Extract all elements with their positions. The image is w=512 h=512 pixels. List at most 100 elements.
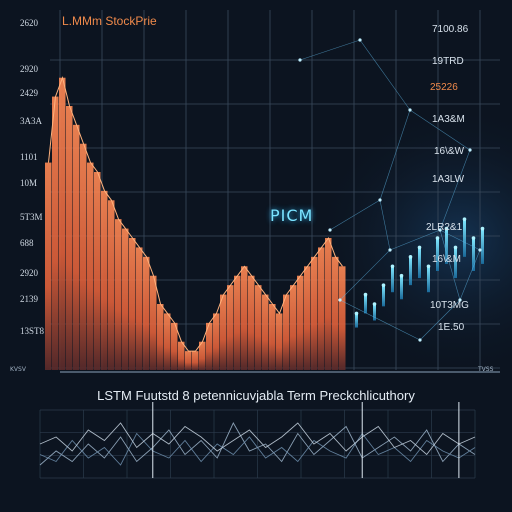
price-bar <box>199 341 206 370</box>
prediction-point <box>399 273 404 278</box>
price-bar <box>227 285 234 370</box>
price-bar <box>255 285 262 370</box>
bottom-tick-right: TVSS <box>478 366 494 373</box>
prediction-bar <box>355 313 358 328</box>
right-axis-label: 10T3MG <box>430 300 469 311</box>
main-bars <box>45 77 346 371</box>
price-bar <box>304 266 311 370</box>
prediction-point <box>471 236 476 240</box>
right-axis-label: 25226 <box>430 82 458 93</box>
prediction-bar <box>400 275 403 300</box>
network-node <box>458 298 462 302</box>
network-node <box>358 38 362 42</box>
prediction-point <box>435 236 440 240</box>
network-link <box>359 39 411 111</box>
price-bar <box>220 294 227 370</box>
network-node <box>408 108 412 112</box>
network-node <box>328 228 332 232</box>
price-bar <box>87 162 94 370</box>
left-axis-label: 688 <box>20 238 34 248</box>
sub-lines <box>39 402 476 478</box>
price-bar <box>143 256 150 370</box>
prediction-bar <box>445 228 448 264</box>
price-bar <box>157 304 164 370</box>
network-node <box>388 248 392 252</box>
prediction-bar <box>364 294 367 314</box>
prediction-bar <box>391 266 394 293</box>
network-lines <box>298 38 482 342</box>
price-bar <box>213 313 220 370</box>
price-bar <box>269 304 276 370</box>
left-axis-label: 3A3A <box>20 116 42 126</box>
network-node <box>378 198 382 202</box>
price-bar <box>325 238 332 370</box>
network-link <box>339 299 421 341</box>
price-bar <box>276 313 283 370</box>
price-bar <box>129 238 136 370</box>
sub-chart-title: LSTM Fuutstd 8 petennicuvjabla Term Prec… <box>97 388 415 403</box>
price-bar <box>171 322 178 370</box>
prediction-point <box>408 255 413 259</box>
price-bar <box>234 275 241 370</box>
prediction-bar <box>373 304 376 321</box>
network-link <box>339 249 391 301</box>
price-bar <box>290 285 297 370</box>
main-line <box>48 76 343 352</box>
price-bar <box>122 228 129 370</box>
sub-series-line <box>39 422 476 456</box>
network-node <box>418 338 422 342</box>
price-bar <box>45 162 52 370</box>
left-axis-label: 2920 <box>20 64 38 74</box>
price-bar <box>94 172 101 370</box>
prediction-bar <box>454 247 457 279</box>
prediction-point <box>453 245 458 250</box>
left-axis-label: 13ST8 <box>20 326 45 336</box>
prediction-point <box>480 226 485 231</box>
price-bar <box>297 275 304 370</box>
prediction-point <box>354 311 359 316</box>
prediction-bar <box>418 247 421 279</box>
network-node <box>438 228 442 232</box>
sub-grid <box>39 409 476 479</box>
right-axis-label: 2LR2&1 <box>426 222 463 233</box>
network-node <box>468 148 472 152</box>
prediction-bar <box>472 238 475 271</box>
network-link <box>439 149 471 231</box>
network-link <box>409 109 471 151</box>
prediction-point <box>426 264 431 269</box>
right-axis-label: 7100.86 <box>432 24 469 35</box>
prediction-point <box>372 302 377 306</box>
network-link <box>299 39 361 61</box>
prediction-point <box>462 217 467 221</box>
price-bar <box>136 247 143 370</box>
network-link <box>379 109 411 201</box>
right-axis-label: 1A3&M <box>432 114 465 125</box>
price-bar <box>339 266 346 370</box>
price-bar <box>332 256 339 370</box>
network-link <box>329 199 381 231</box>
left-axis-label: 5T3M <box>20 212 43 222</box>
network-link <box>459 249 481 301</box>
price-bar <box>108 200 115 370</box>
price-bar <box>283 294 290 370</box>
left-axis-label: 2920 <box>20 268 38 278</box>
price-bar <box>178 341 185 370</box>
prediction-bar <box>382 285 385 307</box>
network-node <box>298 58 302 62</box>
price-bar <box>241 266 248 370</box>
bottom-tick-left: KVSV <box>10 366 26 373</box>
prediction-bar <box>427 266 430 293</box>
prediction-marks <box>354 217 485 328</box>
price-bar <box>318 247 325 370</box>
prediction-bar <box>481 228 484 264</box>
right-axis-label: 1E.50 <box>438 322 465 333</box>
price-bar <box>185 351 192 370</box>
price-bar <box>52 96 59 371</box>
price-bar <box>311 256 318 370</box>
left-axis-label: 2139 <box>20 294 38 304</box>
price-bar <box>66 106 73 370</box>
price-bar <box>248 275 255 370</box>
price-bar <box>101 190 108 370</box>
left-axis-label: 2429 <box>20 88 38 98</box>
network-node <box>338 298 342 302</box>
